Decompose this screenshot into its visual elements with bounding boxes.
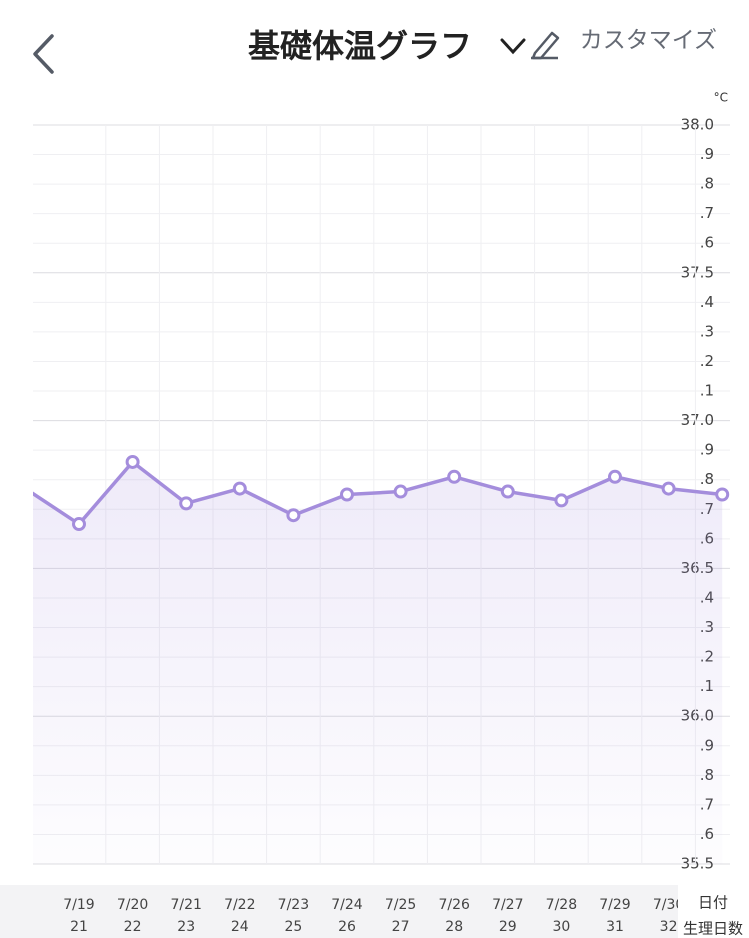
x-tick-label: 7/20 [117,897,148,913]
y-tick-label: 37.5 [681,263,714,281]
cycle-day-label: 32 [660,919,678,935]
x-tick-label: 7/25 [385,897,416,913]
line [33,460,723,526]
x-tick-label: 7/30 [653,897,684,913]
title: 基礎体温グラフ [248,27,472,65]
cycle-day-label: 31 [606,919,624,935]
point [661,481,676,496]
x-tick-label: 7/22 [224,897,255,913]
y-tick-label: .2 [700,352,714,370]
cycle-day-label: 24 [231,919,249,935]
y-tick-label: .9 [700,145,714,163]
row-label-bg [678,885,749,938]
point [340,487,354,502]
point [715,487,730,502]
y-tick-label: 37.0 [681,411,714,429]
cycle-day-label: 27 [392,919,410,935]
cycle-day-label: 23 [177,919,195,935]
y-tick-label: 38.0 [681,116,714,134]
cycle-day-label: 22 [124,919,142,935]
point [554,493,569,508]
cycle-day-label: 26 [338,919,356,935]
y-tick-label: .8 [700,470,714,488]
x-tick-label: 7/24 [331,897,363,913]
cycle-day-label: 30 [552,919,570,935]
y-tick-label: .9 [700,441,714,459]
edit-icon[interactable] [531,31,560,60]
x-tick-label: 7/28 [546,897,577,913]
cycle-day-label: 25 [284,919,302,935]
y-tick-label: .6 [700,234,714,252]
y-tick-label: .7 [700,204,714,222]
x-tick-label: 7/29 [599,897,630,913]
point [125,454,140,469]
y-tick-label: .8 [700,175,714,193]
customize-button[interactable]: カスタマイズ [580,28,717,54]
point [447,469,462,484]
point [393,484,408,499]
x-tick-label: 7/26 [438,897,470,913]
back-button[interactable] [33,34,54,74]
label-strip [0,885,749,938]
x-tick-label: 7/21 [170,897,201,913]
point [500,484,515,499]
cycle-day-label: 29 [499,919,517,935]
y-tick-label: .3 [700,322,714,340]
point [608,469,622,484]
point [232,481,247,496]
x-tick-label: 7/19 [63,897,94,913]
row-label: 日付 [698,894,728,912]
x-tick-label: 7/23 [278,897,309,913]
point [72,517,86,532]
cycle-day-label: 21 [70,919,88,935]
y-tick-label: .4 [700,293,714,311]
row-label: 生理日数 [683,920,743,938]
point [179,496,194,511]
x-tick-label: 7/27 [492,897,523,913]
point [286,508,301,523]
area [33,461,723,864]
dropdown-icon[interactable] [500,38,526,55]
unit-label: °C [714,91,728,105]
y-tick-label: .1 [700,382,714,400]
cycle-day-label: 28 [445,919,463,935]
